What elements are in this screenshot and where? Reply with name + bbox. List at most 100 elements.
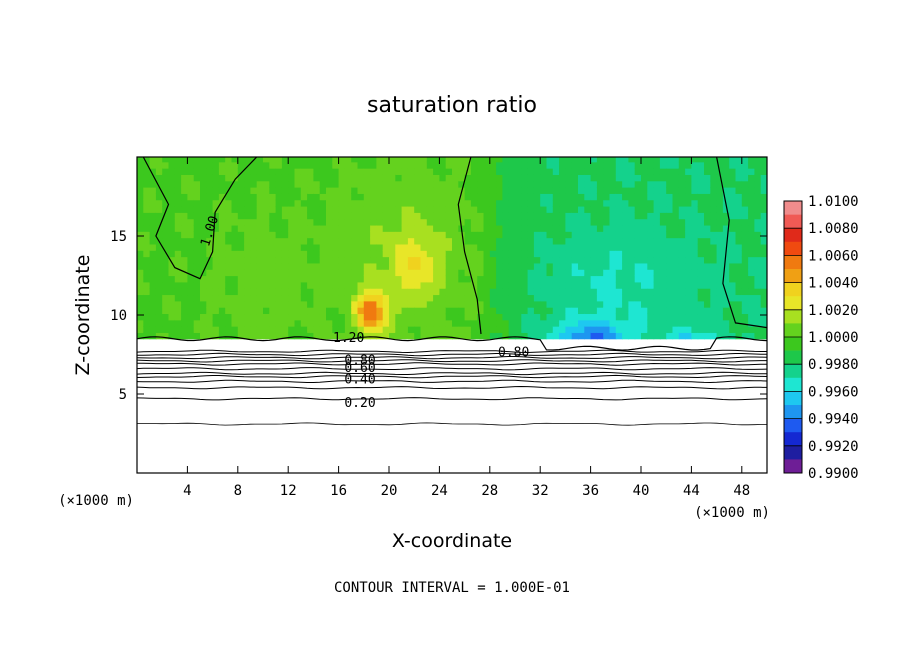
field-cell — [307, 218, 314, 226]
field-cell — [395, 205, 403, 213]
field-cell — [338, 205, 346, 213]
field-cell — [552, 205, 560, 213]
field-cell — [313, 193, 321, 201]
field-cell — [615, 288, 623, 296]
field-cell — [357, 224, 365, 232]
field-cell — [332, 326, 340, 333]
field-cell — [357, 288, 365, 296]
field-cell — [515, 319, 522, 327]
field-cell — [244, 269, 251, 277]
field-cell — [647, 205, 655, 213]
field-cell — [200, 313, 207, 321]
field-cell — [672, 262, 680, 270]
field-cell — [376, 212, 384, 220]
field-cell — [420, 269, 428, 277]
field-cell — [533, 157, 541, 163]
field-cell — [691, 326, 699, 333]
field-cell — [187, 269, 195, 277]
field-cell — [704, 313, 711, 321]
field-cell — [722, 237, 730, 245]
field-cell — [710, 269, 718, 277]
field-cell — [225, 319, 233, 327]
field-cell — [452, 294, 459, 302]
field-cell — [590, 288, 598, 296]
field-cell — [401, 256, 409, 264]
field-cell — [584, 205, 592, 213]
field-cell — [143, 157, 151, 163]
field-cell — [445, 224, 453, 232]
colorbar-band — [784, 214, 802, 229]
field-cell — [414, 174, 422, 182]
field-cell — [596, 313, 604, 321]
field-cell — [263, 193, 270, 201]
field-cell — [477, 275, 485, 283]
field-cell — [678, 218, 686, 226]
field-cell — [590, 275, 598, 283]
field-cell — [489, 332, 497, 340]
field-cell — [445, 212, 453, 220]
colorbar-label: 1.0080 — [808, 221, 859, 237]
field-cell — [502, 275, 510, 283]
field-cell — [143, 256, 151, 264]
field-cell — [647, 180, 655, 188]
field-cell — [143, 288, 151, 296]
field-cell — [155, 281, 163, 289]
field-cell — [149, 180, 157, 188]
field-cell — [370, 288, 377, 296]
field-cell — [722, 218, 730, 226]
field-cell — [332, 187, 340, 194]
field-cell — [716, 307, 724, 315]
field-cell — [250, 307, 258, 315]
field-cell — [496, 319, 503, 327]
field-cell — [433, 262, 440, 270]
field-cell — [193, 168, 201, 175]
field-cell — [508, 262, 516, 270]
field-cell — [741, 193, 749, 201]
field-cell — [237, 288, 245, 296]
field-cell — [496, 237, 503, 245]
field-cell — [155, 243, 163, 251]
field-cell — [502, 193, 510, 201]
field-cell — [351, 237, 359, 245]
field-cell — [628, 224, 636, 232]
field-cell — [370, 313, 377, 321]
field-cell — [307, 224, 314, 232]
field-cell — [760, 187, 767, 194]
field-cell — [237, 300, 245, 308]
field-cell — [527, 161, 535, 169]
field-cell — [729, 250, 737, 258]
field-cell — [137, 224, 144, 232]
field-cell — [338, 180, 346, 188]
field-cell — [666, 326, 674, 333]
field-cell — [508, 218, 516, 226]
field-cell — [584, 157, 592, 163]
field-cell — [155, 262, 163, 270]
field-cell — [344, 161, 352, 169]
field-cell — [470, 256, 478, 264]
field-cell — [363, 294, 371, 302]
field-cell — [735, 180, 743, 188]
field-cell — [433, 288, 440, 296]
field-cell — [521, 319, 529, 327]
field-cell — [571, 300, 579, 308]
field-cell — [464, 256, 472, 264]
field-cell — [666, 300, 674, 308]
field-cell — [477, 256, 485, 264]
field-cell — [659, 332, 667, 340]
field-cell — [389, 281, 396, 289]
field-cell — [206, 243, 214, 251]
field-cell — [439, 256, 447, 264]
field-cell — [263, 237, 270, 245]
field-cell — [470, 161, 478, 169]
field-cell — [275, 281, 283, 289]
field-cell — [363, 237, 371, 245]
field-cell — [659, 174, 667, 182]
field-cell — [603, 256, 611, 264]
field-cell — [225, 157, 233, 163]
field-cell — [458, 262, 466, 270]
field-cell — [609, 326, 617, 333]
field-cell — [622, 231, 629, 239]
field-cell — [659, 243, 667, 251]
colorbar-band — [784, 377, 802, 392]
field-cell — [559, 294, 566, 302]
